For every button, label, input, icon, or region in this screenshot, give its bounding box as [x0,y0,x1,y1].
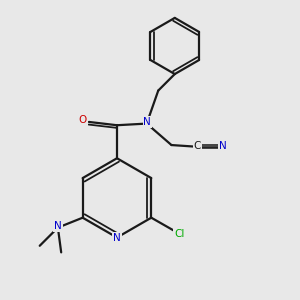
Text: N: N [143,117,151,127]
Text: O: O [79,115,87,125]
Text: N: N [113,233,121,243]
Text: N: N [54,221,62,231]
Text: N: N [219,141,226,152]
Text: Cl: Cl [174,229,184,239]
Text: C: C [194,141,201,152]
